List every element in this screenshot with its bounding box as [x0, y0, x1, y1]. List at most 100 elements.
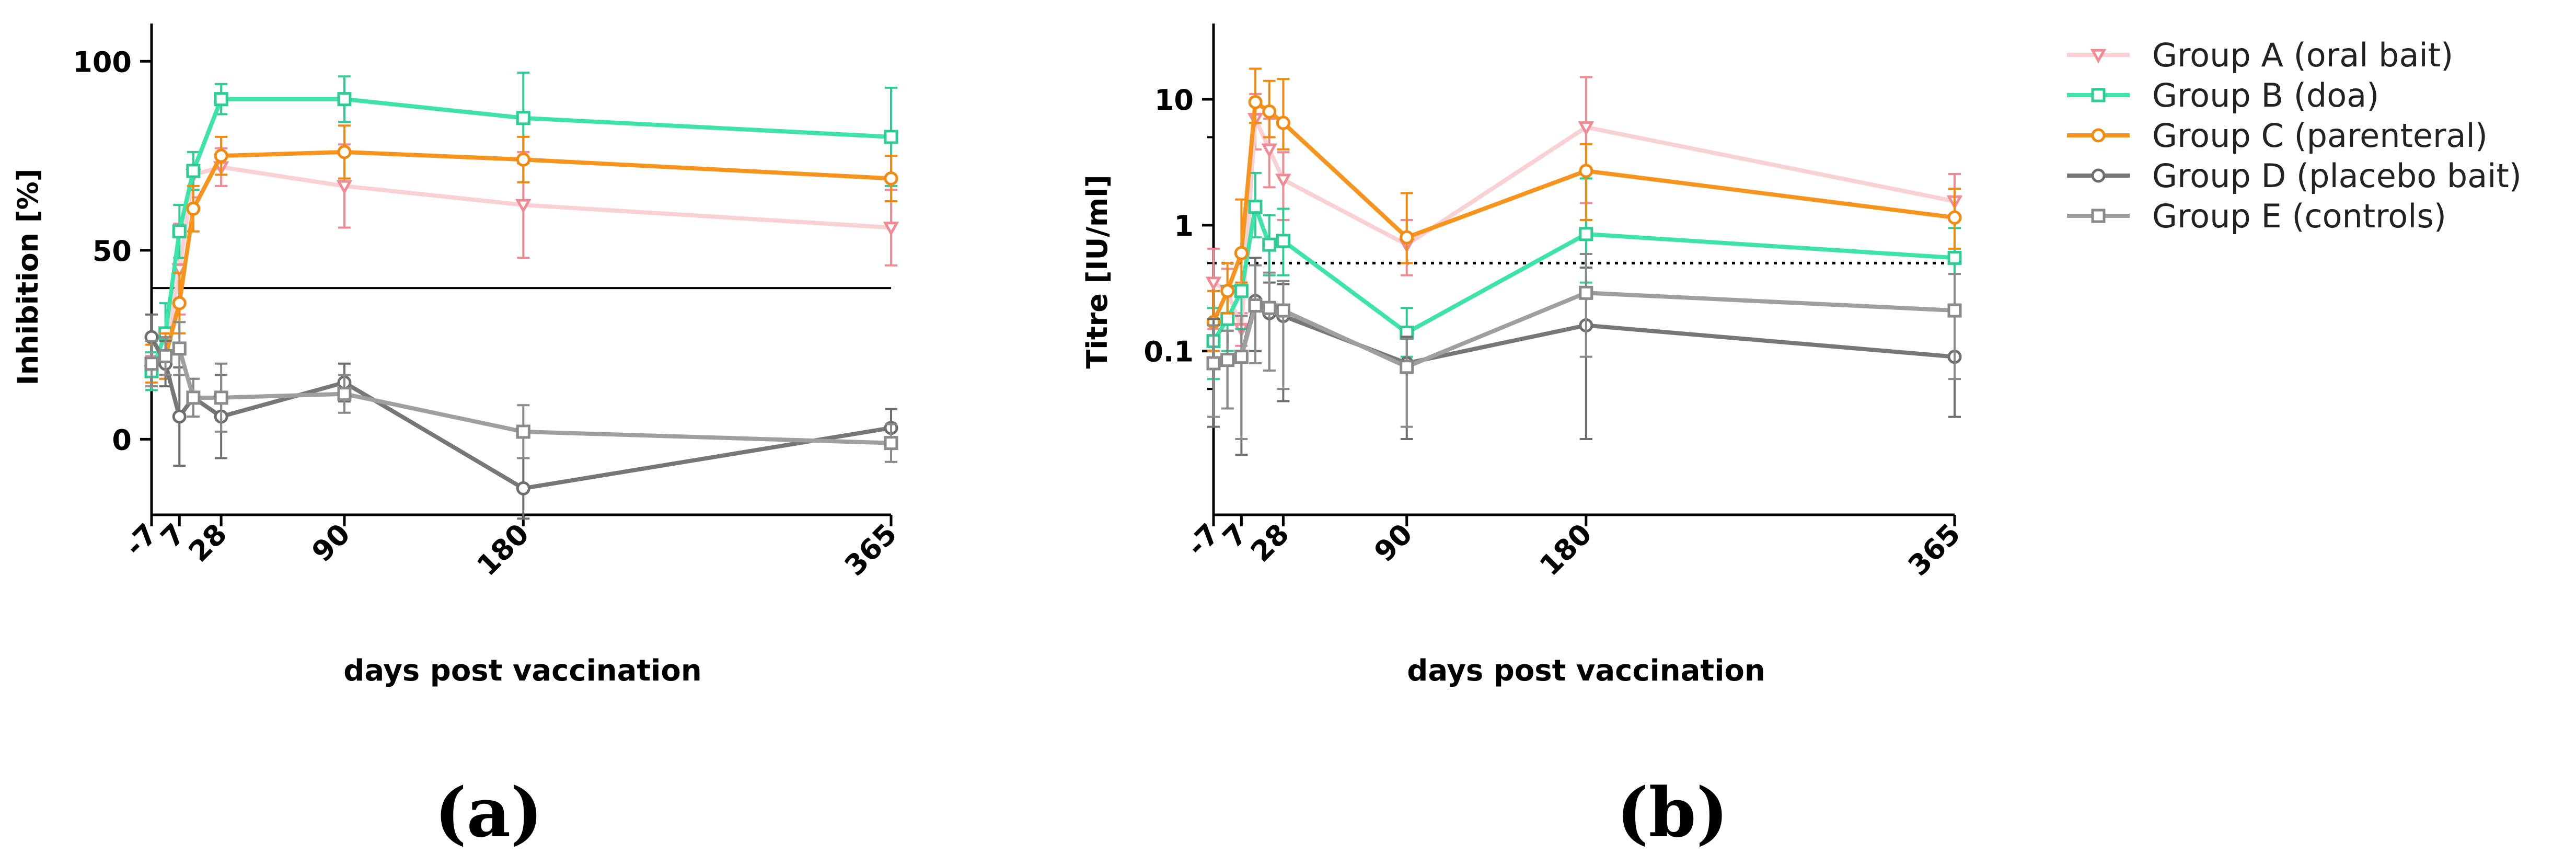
- panel-b-data-point: [1206, 356, 1221, 371]
- panel-b-data-point: [1276, 116, 1290, 130]
- legend: Group A (oral bait)Group B (doa)Group C …: [2067, 36, 2522, 235]
- panel-b-x-tick-label: 365: [1902, 517, 1967, 582]
- panel-b-series-5: [1206, 253, 1962, 441]
- panel-a-data-point: [172, 224, 187, 239]
- panel-b-data-point: [1947, 210, 1962, 225]
- panel-b-data-point: [1262, 301, 1277, 315]
- panel-a-data-point: [884, 436, 898, 451]
- panel-a-data-point: [516, 424, 530, 439]
- panel-a-series-line: [149, 97, 892, 372]
- legend-swatch-marker: [2091, 88, 2106, 102]
- panel-a-data-point: [158, 349, 173, 363]
- panel-a-data-point: [884, 171, 898, 186]
- panel-a-data-point: [186, 201, 201, 216]
- panel-a-y-axis-label: Inhibition [%]: [11, 169, 44, 386]
- panel-b-data-point: [1205, 276, 1222, 291]
- panel-b-data-point: [1220, 353, 1235, 367]
- panel-a-series-4: [144, 313, 898, 520]
- panel-b-data-point: [1400, 360, 1414, 374]
- panel-b-data-point: [1579, 164, 1593, 178]
- panel-b-label: (b): [1616, 772, 1728, 852]
- panel-a-data-point: [884, 130, 898, 144]
- panel-a-data-point: [516, 152, 530, 167]
- legend-swatch-marker: [2091, 209, 2106, 223]
- panel-a-y-tick-label: 100: [73, 45, 132, 78]
- panel-b-x-axis-label: days post vaccination: [1407, 654, 1765, 688]
- panel-a-x-tick-label: -7: [118, 517, 164, 563]
- legend-swatch-marker: [2091, 168, 2106, 183]
- panel-b-data-point: [1400, 230, 1414, 245]
- legend-item: Group D (placebo bait): [2067, 157, 2522, 195]
- panel-a-data-point: [214, 148, 228, 163]
- panel-b-series-3: [1206, 67, 1962, 352]
- panel-a-data-point: [337, 145, 352, 159]
- panel-a-series-line: [150, 165, 892, 373]
- panel-a-label: (a): [434, 772, 542, 852]
- legend-swatch-marker: [2090, 49, 2107, 64]
- panel-b-data-point: [1276, 234, 1290, 248]
- legend-swatch-marker: [2091, 128, 2106, 143]
- panel-b-data-point: [1234, 284, 1249, 298]
- panel-a-data-point: [516, 111, 530, 125]
- panel-a-x-axis-label: days post vaccination: [343, 654, 701, 688]
- panel-b-x-tick-label: 28: [1244, 517, 1296, 569]
- panel-a-x-tick-label: 365: [838, 517, 903, 582]
- panel-b-data-point: [1262, 104, 1277, 119]
- panel-a-series-line: [151, 149, 892, 366]
- panel-b-x-tick-label: -7: [1180, 517, 1226, 563]
- panel-b-data-point: [1275, 174, 1291, 188]
- panel-b-data-point: [1220, 284, 1235, 298]
- legend-label: Group A (oral bait): [2152, 36, 2453, 74]
- panel-b-data-point: [1947, 250, 1962, 265]
- panel-a-series-1: [143, 143, 899, 388]
- panel-b-data-point: [1234, 246, 1249, 260]
- panel-a-data-point: [172, 296, 187, 310]
- panel-a-data-point: [515, 199, 532, 214]
- panel-b-y-axis-label: Titre [IU/ml]: [1081, 175, 1114, 368]
- panel-b-data-point: [1220, 312, 1235, 326]
- panel-a-y-tick-label: 50: [93, 235, 132, 268]
- panel-a-data-point: [337, 92, 352, 107]
- panel-b-y-tick-label: 10: [1154, 84, 1194, 117]
- panel-b-data-point: [1262, 237, 1277, 252]
- panel-b-y-tick-label: 0.1: [1143, 336, 1194, 368]
- panel-b-data-point: [1947, 303, 1962, 318]
- panel-a-series-line: [149, 336, 892, 491]
- legend-item: Group B (doa): [2067, 76, 2379, 114]
- legend-label: Group B (doa): [2152, 76, 2379, 114]
- legend-label: Group C (parenteral): [2152, 117, 2488, 155]
- panel-b-data-point: [1234, 350, 1249, 364]
- legend-label: Group E (controls): [2152, 197, 2446, 235]
- panel-a-data-point: [172, 409, 187, 424]
- legend-label: Group D (placebo bait): [2152, 157, 2522, 195]
- panel-b-data-point: [1579, 227, 1593, 241]
- panel-a-data-point: [883, 222, 899, 236]
- panel-a-series-3: [144, 124, 898, 384]
- legend-item: Group C (parenteral): [2067, 117, 2488, 155]
- panel-b-y-tick-label: 1: [1174, 210, 1194, 243]
- panel-b-data-point: [1248, 95, 1263, 109]
- panel-a-data-point: [186, 390, 201, 405]
- panel-b-data-point: [1248, 298, 1263, 313]
- panel-a-data-point: [186, 164, 201, 178]
- panel-a-series-2: [144, 72, 898, 391]
- panel-a-x-tick-label: 90: [305, 517, 356, 569]
- legend-item: Group E (controls): [2067, 197, 2446, 235]
- panel-a-data-point: [172, 341, 187, 356]
- panel-b-data-point: [1261, 143, 1277, 158]
- panel-a-x-tick-label: 28: [182, 517, 234, 569]
- legend-item: Group A (oral bait): [2067, 36, 2453, 74]
- panel-a-y-tick-label: 0: [112, 423, 132, 456]
- panel-b-data-point: [1579, 285, 1593, 300]
- panel-b-data-point: [1248, 200, 1263, 214]
- panel-b-data-point: [1276, 303, 1290, 318]
- panel-a-x-tick-label: 180: [470, 517, 535, 582]
- panel-a-series-5: [144, 321, 898, 463]
- panel-a-data-point: [337, 387, 352, 401]
- panel-a-data-point: [516, 481, 530, 495]
